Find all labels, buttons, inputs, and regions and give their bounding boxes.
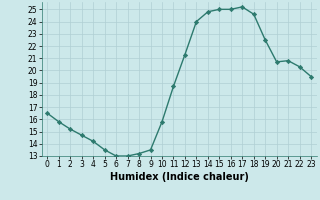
X-axis label: Humidex (Indice chaleur): Humidex (Indice chaleur) — [110, 172, 249, 182]
